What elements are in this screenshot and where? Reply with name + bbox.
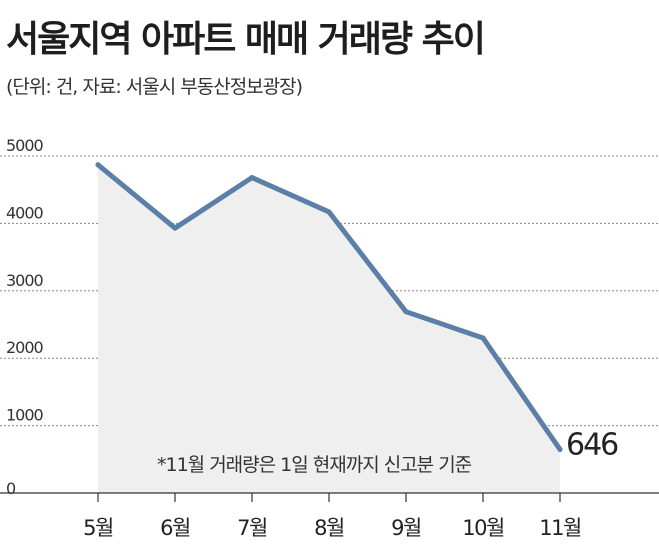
x-tick-label: 9월 bbox=[391, 516, 421, 540]
x-tick-label: 10월 bbox=[462, 516, 504, 540]
data-point bbox=[326, 209, 332, 215]
data-point bbox=[249, 175, 255, 181]
data-point bbox=[480, 335, 486, 341]
y-axis-ticks: 0 1000 2000 3000 4000 5000 bbox=[6, 136, 45, 498]
x-tick-label: 11월 bbox=[539, 516, 581, 540]
chart-title: 서울지역 아파트 매매 거래량 추이 bbox=[6, 19, 486, 60]
x-tick-label: 7월 bbox=[237, 516, 267, 540]
x-tick-label: 5월 bbox=[83, 516, 113, 540]
data-point bbox=[403, 309, 409, 315]
area-layer bbox=[98, 164, 560, 493]
data-label: 646 bbox=[566, 427, 618, 462]
data-point bbox=[557, 446, 563, 452]
data-point bbox=[172, 225, 178, 231]
y-tick-label: 1000 bbox=[6, 406, 44, 425]
y-tick-label: 2000 bbox=[6, 338, 44, 357]
series-layer: 646 bbox=[95, 162, 620, 462]
x-tick-label: 8월 bbox=[314, 516, 344, 540]
data-point bbox=[95, 162, 101, 168]
y-tick-label: 4000 bbox=[6, 203, 44, 222]
chart-footnote: *11월 거래량은 1일 현재까지 신고분 기준 bbox=[157, 454, 472, 476]
y-tick-label: 3000 bbox=[6, 271, 44, 290]
y-tick-label: 0 bbox=[6, 479, 16, 498]
area-fill bbox=[98, 164, 560, 493]
x-tick-label: 6월 bbox=[160, 516, 190, 540]
y-tick-label: 5000 bbox=[6, 136, 44, 155]
x-axis: 5월 6월 7월 8월 9월 10월 11월 bbox=[0, 492, 659, 540]
chart-subtitle: (단위: 건, 자료: 서울시 부동산정보광장) bbox=[6, 76, 303, 98]
